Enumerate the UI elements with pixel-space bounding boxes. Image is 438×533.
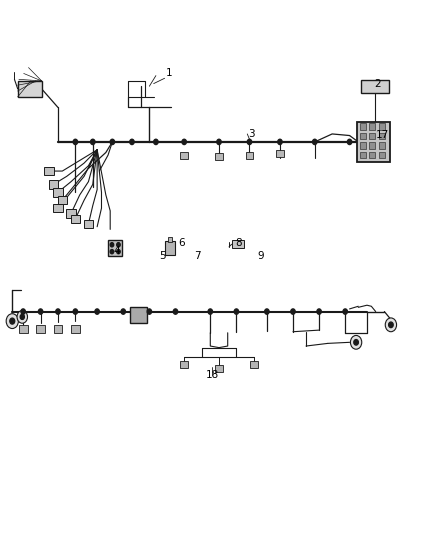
Circle shape — [385, 318, 396, 332]
Circle shape — [110, 139, 115, 144]
Circle shape — [350, 335, 362, 349]
Circle shape — [343, 309, 347, 314]
Circle shape — [182, 139, 186, 144]
Circle shape — [247, 139, 252, 144]
FancyBboxPatch shape — [66, 209, 76, 217]
FancyBboxPatch shape — [276, 150, 284, 157]
Circle shape — [21, 309, 25, 314]
FancyBboxPatch shape — [18, 81, 42, 97]
FancyBboxPatch shape — [357, 122, 390, 162]
FancyBboxPatch shape — [49, 180, 58, 189]
Circle shape — [6, 314, 18, 328]
Circle shape — [20, 314, 25, 319]
Circle shape — [313, 139, 317, 144]
Text: 5: 5 — [159, 251, 166, 261]
Text: 6: 6 — [179, 238, 185, 248]
FancyBboxPatch shape — [215, 365, 223, 372]
FancyBboxPatch shape — [180, 361, 188, 368]
FancyBboxPatch shape — [130, 308, 147, 323]
Circle shape — [17, 311, 28, 323]
FancyBboxPatch shape — [36, 325, 45, 333]
FancyBboxPatch shape — [71, 215, 80, 223]
Circle shape — [91, 139, 95, 144]
FancyBboxPatch shape — [180, 152, 188, 159]
FancyBboxPatch shape — [379, 152, 385, 158]
FancyBboxPatch shape — [57, 196, 67, 205]
FancyBboxPatch shape — [379, 123, 385, 130]
FancyBboxPatch shape — [53, 325, 62, 333]
Circle shape — [117, 243, 120, 247]
FancyBboxPatch shape — [109, 240, 122, 256]
FancyBboxPatch shape — [19, 325, 28, 333]
FancyBboxPatch shape — [53, 188, 63, 197]
Text: 1: 1 — [166, 68, 172, 78]
Circle shape — [389, 322, 393, 328]
FancyBboxPatch shape — [369, 142, 375, 149]
Circle shape — [217, 139, 221, 144]
Text: 3: 3 — [248, 129, 255, 139]
FancyBboxPatch shape — [246, 152, 253, 159]
FancyBboxPatch shape — [168, 237, 173, 241]
Circle shape — [121, 309, 125, 314]
FancyBboxPatch shape — [232, 240, 244, 248]
FancyBboxPatch shape — [360, 133, 366, 139]
FancyBboxPatch shape — [250, 361, 258, 368]
FancyBboxPatch shape — [379, 133, 385, 139]
Circle shape — [147, 309, 152, 314]
FancyBboxPatch shape — [360, 152, 366, 158]
Circle shape — [154, 139, 158, 144]
Circle shape — [39, 309, 43, 314]
Text: 4: 4 — [113, 246, 120, 256]
Circle shape — [117, 249, 120, 254]
FancyBboxPatch shape — [369, 152, 375, 158]
FancyBboxPatch shape — [71, 325, 80, 333]
Circle shape — [73, 139, 78, 144]
FancyBboxPatch shape — [369, 133, 375, 139]
Circle shape — [354, 340, 358, 345]
Circle shape — [95, 309, 99, 314]
FancyBboxPatch shape — [369, 123, 375, 130]
Circle shape — [291, 309, 295, 314]
FancyBboxPatch shape — [379, 142, 385, 149]
FancyBboxPatch shape — [360, 142, 366, 149]
FancyBboxPatch shape — [53, 204, 63, 213]
Circle shape — [73, 309, 78, 314]
Text: 17: 17 — [375, 130, 389, 140]
Circle shape — [265, 309, 269, 314]
Circle shape — [173, 309, 178, 314]
Circle shape — [10, 318, 15, 324]
FancyBboxPatch shape — [215, 154, 223, 160]
Circle shape — [110, 249, 114, 254]
Circle shape — [234, 309, 239, 314]
FancyBboxPatch shape — [84, 220, 93, 228]
FancyBboxPatch shape — [360, 79, 389, 93]
Circle shape — [278, 139, 282, 144]
FancyBboxPatch shape — [45, 167, 54, 175]
Text: 8: 8 — [235, 238, 242, 248]
FancyBboxPatch shape — [360, 123, 366, 130]
Circle shape — [317, 309, 321, 314]
Text: 18: 18 — [206, 370, 219, 380]
Circle shape — [110, 243, 114, 247]
Text: 2: 2 — [374, 78, 381, 88]
Text: 9: 9 — [257, 251, 264, 261]
Circle shape — [208, 309, 212, 314]
Text: 7: 7 — [194, 251, 201, 261]
Circle shape — [130, 139, 134, 144]
FancyBboxPatch shape — [166, 241, 175, 255]
Circle shape — [56, 309, 60, 314]
Circle shape — [347, 139, 352, 144]
